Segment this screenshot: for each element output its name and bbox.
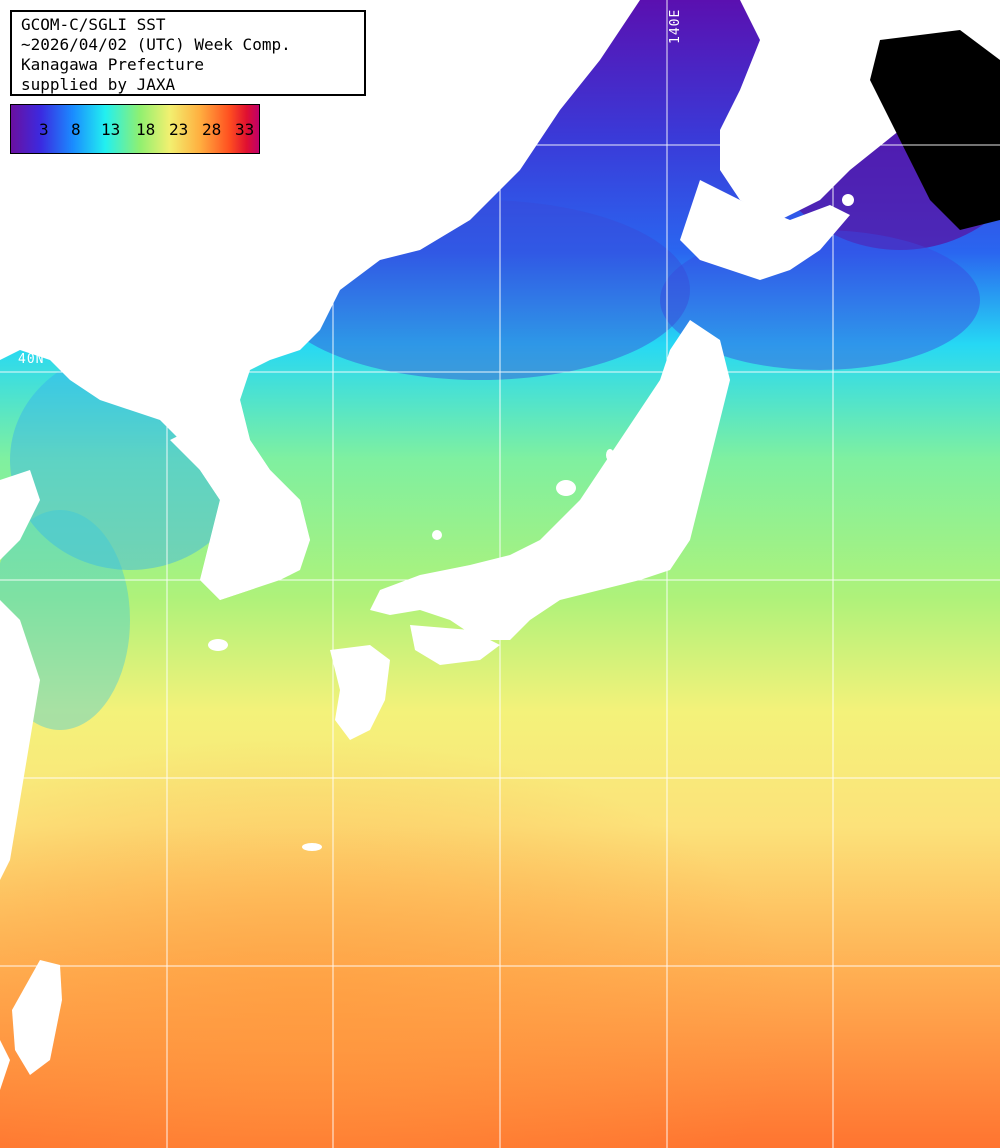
legend-tick-33: 33 (235, 120, 255, 139)
title-line-1: GCOM-C/SGLI SST (21, 15, 166, 34)
legend-colorbar (11, 105, 259, 153)
legend-tick-8: 8 (71, 120, 81, 139)
china-south-coast (0, 1040, 10, 1090)
legend-tick-3: 3 (39, 120, 49, 139)
title-line-2: ~2026/04/02 (UTC) Week Comp. (21, 35, 291, 54)
legend-tick-13: 13 (101, 120, 121, 139)
title-line-4: supplied by JAXA (21, 75, 176, 94)
izu-island (606, 449, 614, 461)
kyushu (330, 645, 390, 740)
sado-island (556, 480, 576, 496)
legend-tick-23: 23 (169, 120, 189, 139)
title-line-3: Kanagawa Prefecture (21, 55, 205, 74)
title-box: GCOM-C/SGLI SST ~2026/04/02 (UTC) Week C… (10, 10, 366, 96)
shikoku (410, 625, 500, 665)
hokkaido (680, 180, 850, 280)
color-legend: 3 8 13 18 23 28 33 (10, 104, 260, 154)
longitude-label: 140E (668, 8, 683, 44)
cloud-mask (870, 30, 1000, 230)
latitude-label: 40N (18, 352, 45, 367)
kuril-dots (842, 194, 854, 206)
honshu (370, 320, 730, 640)
oki-island (432, 530, 442, 540)
jeju-island (208, 639, 228, 651)
okinawa-island (302, 843, 322, 851)
legend-tick-28: 28 (202, 120, 222, 139)
korea-peninsula (170, 400, 310, 600)
taiwan (12, 960, 62, 1075)
legend-tick-18: 18 (136, 120, 156, 139)
